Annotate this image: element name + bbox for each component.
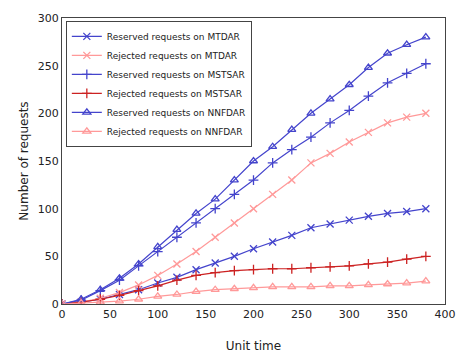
svg-text:0: 0 (52, 298, 59, 311)
svg-text:350: 350 (387, 308, 408, 321)
svg-text:Rejected requests on MSTSAR: Rejected requests on MSTSAR (107, 89, 242, 99)
svg-text:100: 100 (147, 308, 168, 321)
svg-text:200: 200 (38, 107, 59, 120)
svg-text:Reserved requests on MTDAR: Reserved requests on MTDAR (107, 32, 240, 42)
svg-text:50: 50 (103, 308, 117, 321)
svg-text:250: 250 (38, 60, 59, 73)
svg-text:50: 50 (45, 250, 59, 263)
svg-text:0: 0 (59, 308, 66, 321)
svg-text:Rejected requests on MTDAR: Rejected requests on MTDAR (107, 51, 237, 61)
svg-text:100: 100 (38, 203, 59, 216)
svg-text:300: 300 (38, 12, 59, 25)
svg-text:Reserved requests on NNFDAR: Reserved requests on NNFDAR (107, 108, 245, 118)
svg-text:200: 200 (243, 308, 264, 321)
svg-text:150: 150 (38, 155, 59, 168)
svg-text:150: 150 (195, 308, 216, 321)
svg-text:250: 250 (291, 308, 312, 321)
svg-text:300: 300 (339, 308, 360, 321)
svg-text:Number of requests: Number of requests (17, 101, 31, 220)
svg-text:Rejected requests on NNFDAR: Rejected requests on NNFDAR (107, 127, 243, 137)
svg-text:Reserved requests on MSTSAR: Reserved requests on MSTSAR (107, 70, 245, 80)
svg-text:Unit time: Unit time (226, 339, 281, 353)
svg-text:400: 400 (435, 308, 456, 321)
